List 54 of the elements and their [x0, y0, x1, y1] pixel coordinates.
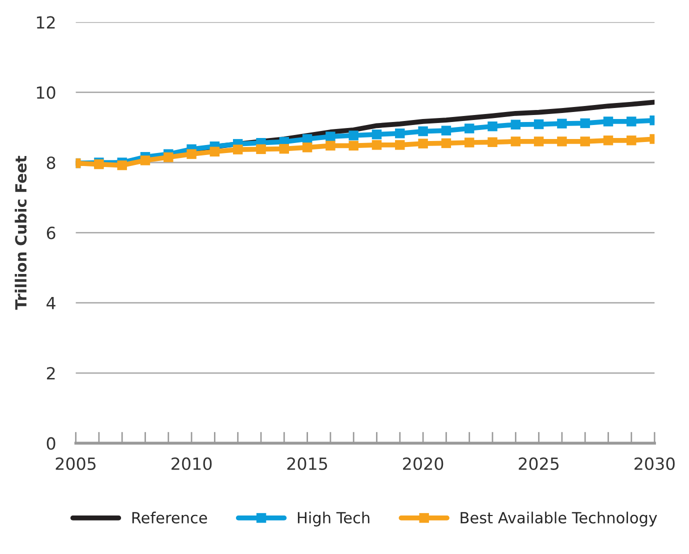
point [140, 156, 150, 166]
point [603, 136, 614, 146]
point [626, 136, 636, 146]
x-tick-label: 2020 [403, 457, 444, 470]
point [348, 140, 358, 151]
point [580, 118, 590, 128]
point [326, 140, 336, 151]
y-tick-label: 8 [46, 156, 56, 170]
point [256, 144, 266, 154]
point [464, 138, 474, 148]
point [348, 130, 358, 140]
x-tick-label: 2025 [518, 457, 559, 470]
point [302, 142, 312, 152]
point [441, 126, 452, 136]
point [279, 144, 290, 154]
point [372, 130, 382, 140]
point [164, 152, 174, 162]
point [210, 146, 220, 156]
point [418, 138, 428, 148]
point [580, 136, 590, 146]
point [117, 160, 127, 170]
y-tick-label: 12 [36, 16, 55, 28]
y-tick-label: 0 [46, 437, 56, 450]
y-tick-label: 10 [36, 86, 56, 99]
point [557, 118, 567, 128]
y-tick-label: 6 [46, 226, 56, 240]
point [464, 124, 474, 134]
point [395, 140, 405, 150]
point [372, 140, 382, 150]
y-tick-label: 2 [46, 366, 55, 380]
point [326, 132, 336, 142]
point [418, 126, 428, 136]
point [510, 120, 521, 130]
point [488, 122, 498, 132]
y-tick-label: 4 [46, 297, 56, 310]
x-tick-label: 2005 [56, 457, 96, 470]
x-tick-label: 2015 [287, 457, 328, 470]
point [186, 149, 196, 159]
point [510, 136, 521, 146]
legend-label: High Tech [298, 512, 370, 526]
legend-label: Best Available Technology [460, 512, 658, 526]
point [534, 119, 544, 130]
point [232, 144, 243, 154]
legend-label: Reference [132, 512, 207, 524]
point [534, 136, 544, 146]
point [441, 138, 452, 148]
x-tick-label: 2030 [634, 457, 675, 470]
point [395, 128, 405, 138]
x-tick-label: 2010 [172, 457, 212, 470]
point [557, 136, 567, 146]
point [488, 137, 498, 148]
point [626, 116, 636, 126]
point [603, 116, 614, 126]
y-axis-title: Trillion Cubic Feet [14, 156, 27, 310]
